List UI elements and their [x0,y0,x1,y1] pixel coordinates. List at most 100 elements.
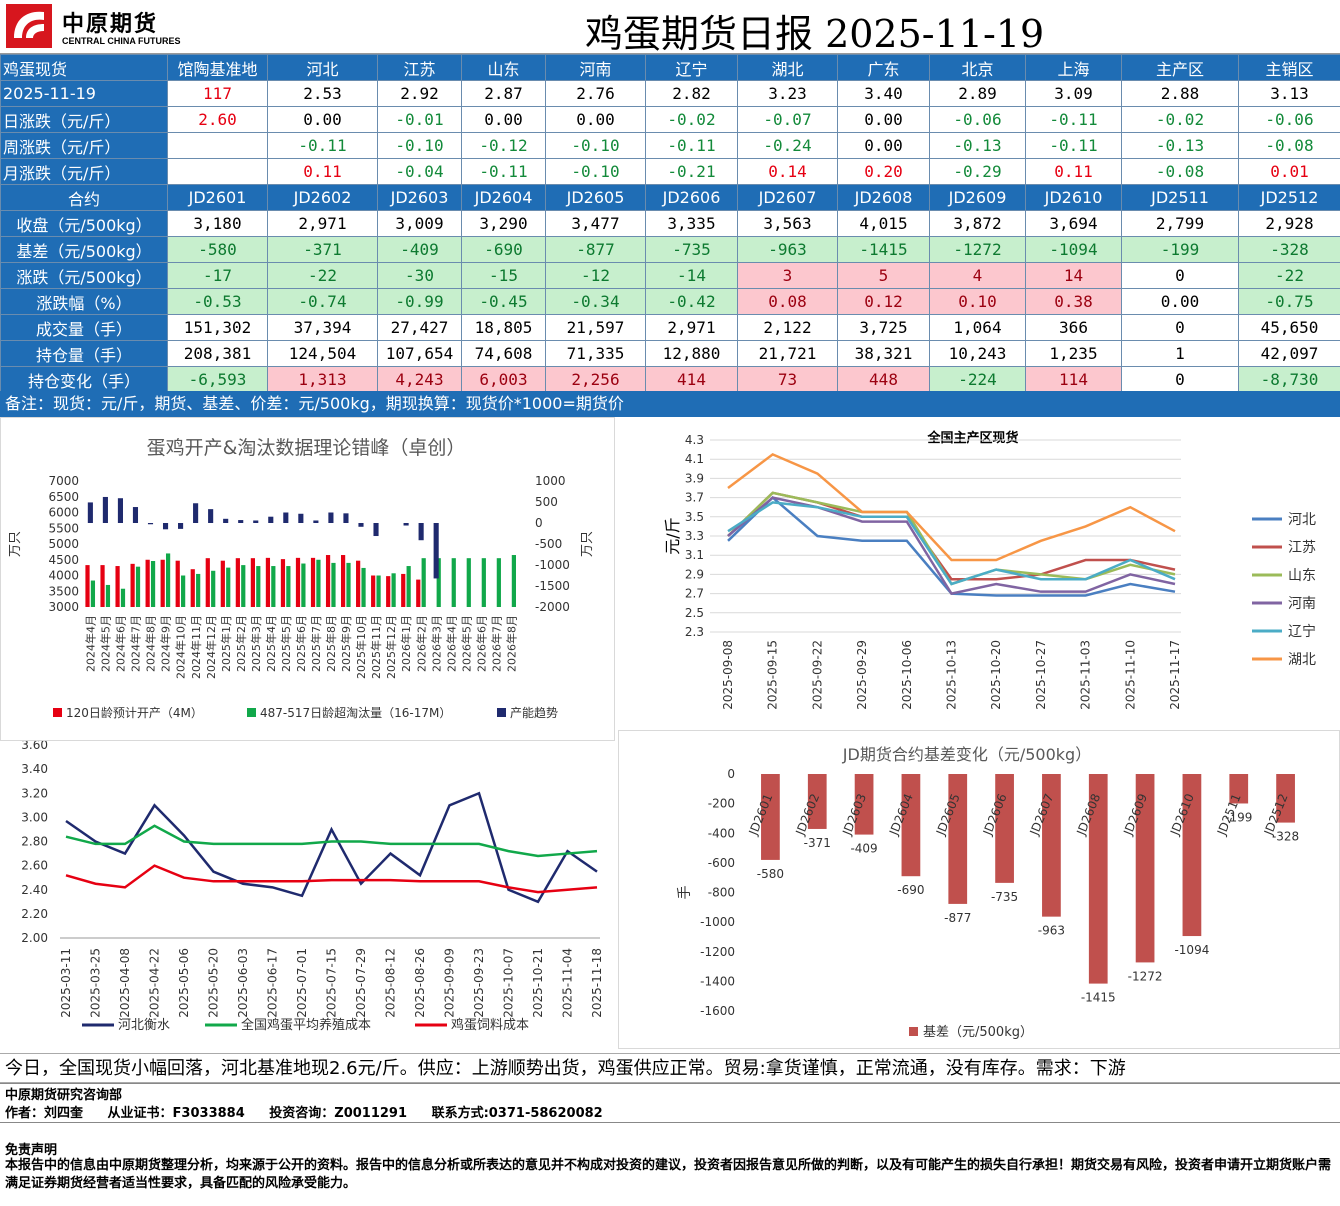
bar-capacity-trend [208,509,214,523]
data-label: -1094 [1174,943,1209,957]
x-tick-label: 2024年5月 [99,615,113,672]
spot-cell: 0.00 [267,106,378,133]
bar-basis [1088,774,1108,984]
y2-tick-label: -1500 [535,579,570,593]
x-tick-label: 2024年12月 [204,615,218,679]
bar-basis [1135,774,1155,963]
bar-culling [226,567,231,607]
data-label: -409 [850,842,877,856]
futures-cell: 2,971 [267,210,378,237]
spot-row-label: 周涨跌（元/斤） [0,132,168,159]
x-tick-label: 2024年4月 [84,615,98,672]
futures-cell: -409 [377,236,462,263]
legend-swatch [53,708,62,717]
y-tick-label: 2.3 [685,625,704,639]
data-label: -580 [757,867,784,881]
bar-culling [481,558,486,607]
legend-label: 山东 [1288,568,1316,584]
spot-cell: 3.09 [1025,80,1122,107]
x-tick-label: 2024年6月 [114,615,128,672]
spot-cell: 3.40 [837,80,930,107]
consult-number: 投资咨询：Z0011291 [269,1106,408,1121]
futures-cell: -0.74 [267,288,378,315]
bar-open-production [130,563,135,607]
futures-cell: 74,608 [461,340,546,367]
bar-capacity-trend [87,502,93,523]
bar-culling [391,573,396,607]
summary-table-body: 鸡蛋现货 馆陶基准地 河北 江苏 山东 河南 辽宁 湖北 广东 北京 上海 主产区 主销区 2025-11… [0,54,1340,393]
spot-cell: -0.11 [1025,132,1122,159]
x-tick-label: 2025-11-10 [1123,640,1137,710]
futures-cell: 208,381 [167,340,268,367]
futures-cell: -15 [461,262,546,289]
futures-cell: -580 [167,236,268,263]
futures-cell: -963 [737,236,838,263]
bar-culling [90,580,96,607]
series-line-鸡蛋饲料成本 [65,864,598,894]
futures-cell: 3,477 [545,210,646,237]
futures-cell: 14 [1025,262,1122,289]
x-tick-label: 2025年9月 [339,615,353,672]
spot-cell: -0.04 [377,158,462,185]
spot-row-label: 2025-11-19 [0,80,168,107]
bar-culling [361,567,366,607]
legend-swatch [497,708,506,717]
data-label: -371 [804,836,831,850]
bar-culling [150,561,156,607]
futures-cell: 3,872 [929,210,1026,237]
y-tick-label: 3.5 [685,510,704,524]
futures-cell: -6,593 [167,366,268,393]
futures-cell: 18,805 [461,314,546,341]
futures-cell: 0 [1121,366,1239,393]
spot-row-label: 日涨跌（元/斤） [0,106,168,133]
spot-cell: 2.82 [645,80,738,107]
spot-cell: -0.01 [377,106,462,133]
x-tick-label: 2025年5月 [279,615,293,672]
spot-price-chart: 全国主产区现货 4.3 4.1 3.9 3.7 3.5 3.3 3.1 2.9 2.7 2.5 2.3… [618,417,1340,727]
y2-tick-label: 1000 [535,474,566,488]
futures-cell: 21,721 [737,340,838,367]
bar-culling [496,558,501,607]
futures-row: 涨跌（元/500kg） -17 -22 -30 -15 -12 -14 3 5 4 14 0 -22 [0,262,1340,289]
futures-row: 收盘（元/500kg） 3,180 2,971 3,009 3,290 3,477 3,33… [0,210,1340,237]
x-tick-label: 2024年8月 [144,615,158,672]
futures-header-cell: JD2610 [1025,184,1122,211]
x-tick-label: 2025年8月 [324,615,338,672]
spot-row: 周涨跌（元/斤） -0.11 -0.10 -0.12 -0.10 -0.11 -0.24 0.… [0,132,1340,159]
spot-cell: 0.14 [737,158,838,185]
spot-header-cell: 江苏 [377,54,462,81]
futures-row: 持仓变化（手） -6,593 1,313 4,243 6,003 2,256 414 73 44… [0,366,1340,393]
x-tick-label: 2025-10-20 [989,640,1003,710]
bar-capacity-trend [162,523,169,530]
bar-basis [1042,774,1061,917]
futures-cell: -0.45 [461,288,546,315]
y-tick-label: 3.00 [21,810,48,824]
spot-cell: 2.76 [545,80,646,107]
series-line-河北 [727,495,1176,597]
futures-cell: 2,122 [737,314,838,341]
futures-row-label: 涨跌幅（%） [0,288,168,315]
bar-basis [995,774,1014,883]
data-label: -328 [1272,830,1299,844]
futures-cell: 414 [645,366,738,393]
spot-cell: -0.29 [929,158,1026,185]
x-tick-label: 2025-11-03 [1079,640,1093,710]
futures-cell: 3,563 [737,210,838,237]
futures-cell: -1415 [837,236,930,263]
y-tick-label: -1000 [700,915,735,929]
spot-header-cell: 北京 [929,54,1026,81]
x-tick-label: 2026年5月 [459,615,473,672]
x-tick-label: 2024年7月 [129,615,143,672]
futures-row-label: 持仓量（手） [0,340,168,367]
x-tick-label: 2025年12月 [384,615,398,679]
futures-cell: 107,654 [377,340,462,367]
futures-cell: -328 [1238,236,1340,263]
legend-label: 河北 [1288,512,1316,528]
bar-basis [807,774,827,829]
x-tick-label: 2025年7月 [309,615,323,672]
futures-row: 持仓量（手） 208,381 124,504 107,654 74,608 71,335 1… [0,340,1340,367]
futures-row-label: 成交量（手） [0,314,168,341]
spot-header-cell: 鸡蛋现货 [0,54,168,81]
y-tick-label: 2.80 [21,835,48,849]
bar-capacity-trend [283,512,289,523]
